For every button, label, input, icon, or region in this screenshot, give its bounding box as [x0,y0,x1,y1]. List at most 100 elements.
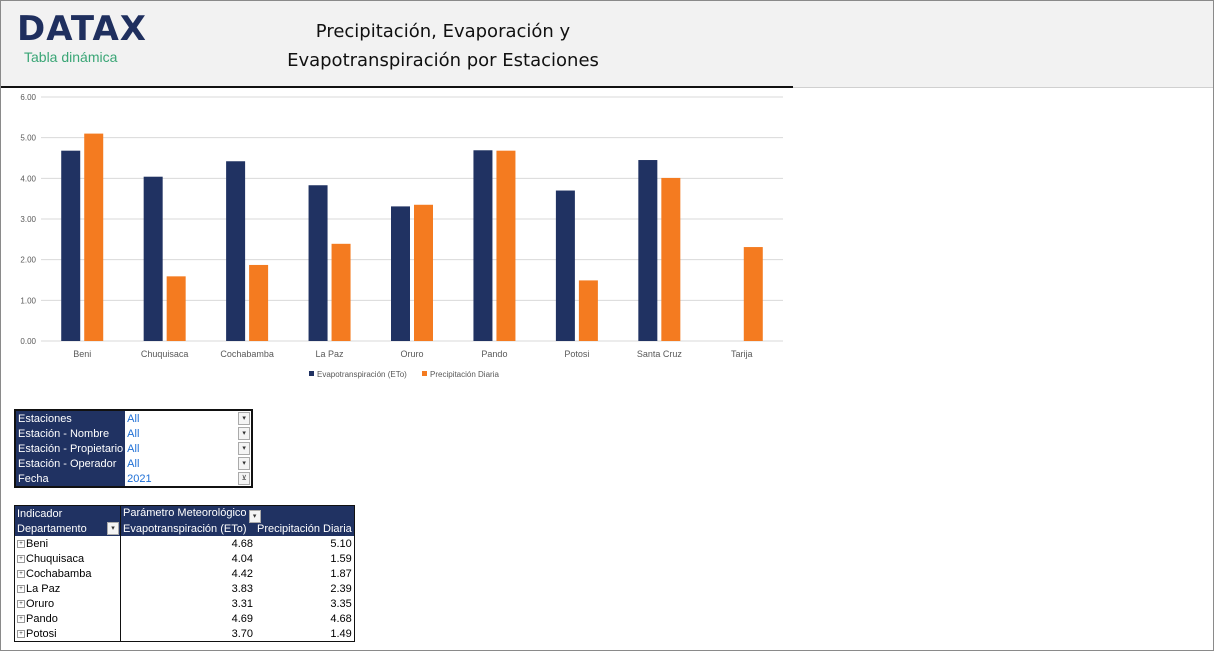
bar-chart: 0.00 1.00 2.00 3.00 4.00 5.00 6.00 Beni Chuquisa… [20,93,783,379]
pivot-header-row-1: Indicador Parámetro Meteorológico ▾ [14,505,355,523]
row-label[interactable]: + Cochabamba [14,566,121,581]
dropdown-icon[interactable]: ▾ [238,457,251,470]
row-label[interactable]: + Potosi [14,626,121,642]
bar-precipitation [331,243,351,341]
bar-eto [226,161,246,341]
row-label[interactable]: + Chuquisaca [14,551,121,566]
y-tick-label: 5.00 [20,134,36,143]
col-eto-header: Evapotranspiración (ETo) [120,521,255,536]
x-tick-label: Potosi [564,349,589,359]
x-tick-label: Beni [73,349,91,359]
col-field-header[interactable]: Parámetro Meteorológico ▾ [120,505,355,523]
filter-row: Fecha 2021 ⊻ [15,471,253,487]
prec-value: 1.49 [330,627,352,640]
row-label[interactable]: + Pando [14,611,121,626]
prec-value: 5.10 [330,537,352,550]
dropdown-icon[interactable]: ▾ [107,522,119,535]
prec-value: 1.59 [330,552,352,565]
x-tick-label: Pando [481,349,507,359]
expand-icon[interactable]: + [17,554,25,563]
prec-value: 2.39 [330,582,352,595]
x-tick-label: Oruro [400,349,423,359]
header: DATAX Tabla dinámica Precipitación, Evap… [1,1,793,88]
bar-precipitation [496,150,516,341]
filter-row: Estaciones All ▾ [15,410,253,426]
dropdown-icon[interactable]: ▾ [238,427,251,440]
row-label[interactable]: + La Paz [14,581,121,596]
x-tick-label: Cochabamba [220,349,274,359]
bar-eto [61,150,81,341]
expand-icon[interactable]: + [17,599,25,608]
eto-value: 4.68 [231,537,253,550]
filter-icon[interactable]: ⊻ [238,472,251,485]
eto-value: 3.83 [231,582,253,595]
table-row: + Cochabamba 4.42 1.87 [14,566,355,581]
x-tick-label: La Paz [316,349,345,359]
y-tick-label: 2.00 [20,256,36,265]
bar-precipitation [249,264,269,341]
expand-icon[interactable]: + [17,569,25,578]
departamento-label: Departamento [17,522,87,535]
filter-label: Estación - Nombre [15,426,126,441]
filter-select[interactable]: 2021 ⊻ [125,471,253,487]
department-name: La Paz [26,582,61,595]
filter-select[interactable]: All ▾ [125,410,253,426]
expand-icon[interactable]: + [17,539,25,548]
legend-swatch [422,371,427,376]
filter-label: Estaciones [15,410,126,426]
title-line-1: Precipitación, Evaporación y [315,21,571,42]
table-row: + Oruro 3.31 3.35 [14,596,355,611]
department-name: Potosi [26,627,57,640]
datax-logo: DATAX [17,9,147,49]
departamento-header[interactable]: Departamento ▾ [14,521,121,536]
filter-label: Estación - Propietario [15,441,126,456]
eto-value: 4.04 [231,552,253,565]
filter-select[interactable]: All ▾ [125,456,253,471]
row-label[interactable]: + Beni [14,536,121,551]
filter-select[interactable]: All ▾ [125,441,253,456]
row-label[interactable]: + Oruro [14,596,121,611]
y-tick-label: 4.00 [20,174,36,183]
filter-select[interactable]: All ▾ [125,426,253,441]
y-tick-label: 1.00 [20,296,36,305]
dropdown-icon[interactable]: ▾ [238,412,251,425]
eto-value: 3.70 [231,627,253,640]
eto-value: 4.42 [231,567,253,580]
indicador-header: Indicador [14,505,121,521]
prec-value: 4.68 [330,612,352,625]
table-row: + Beni 4.68 5.10 [14,536,355,551]
eto-value: 3.31 [231,597,253,610]
title-line-2: Evapotranspiración por Estaciones [287,50,599,71]
filter-label: Fecha [15,471,126,487]
filter-value: All [127,427,140,440]
filter-value: All [127,412,140,425]
expand-icon[interactable]: + [17,614,25,623]
subtitle: Tabla dinámica [24,49,118,65]
expand-icon[interactable]: + [17,629,25,638]
bar-eto [391,206,410,341]
y-tick-label: 6.00 [20,93,36,102]
filter-row: Estación - Operador All ▾ [15,456,253,471]
bar-precipitation [578,280,598,341]
bar-eto [638,160,658,341]
pivot-filters: Estaciones All ▾ Estación - Nombre All ▾ Est… [14,409,254,488]
header-background [793,1,1213,88]
dropdown-icon[interactable]: ▾ [248,509,261,523]
filter-row: Estación - Propietario All ▾ [15,441,253,456]
page-title: Precipitación, Evaporación y Evapotransp… [261,17,625,75]
bar-precipitation [166,276,186,341]
legend-label: Evapotranspiración (ETo) [317,370,407,379]
bar-eto [555,190,575,341]
table-row: + Chuquisaca 4.04 1.59 [14,551,355,566]
filter-value: 2021 [127,472,152,485]
bar-precipitation [84,133,104,341]
dropdown-icon[interactable]: ▾ [238,442,251,455]
eto-value: 4.69 [231,612,253,625]
bar-eto [308,185,328,341]
pivot-table: Indicador Parámetro Meteorológico ▾ Depa… [14,505,355,642]
legend-swatch [309,371,314,376]
expand-icon[interactable]: + [17,584,25,593]
department-name: Pando [26,612,58,625]
y-tick-label: 3.00 [20,215,36,224]
